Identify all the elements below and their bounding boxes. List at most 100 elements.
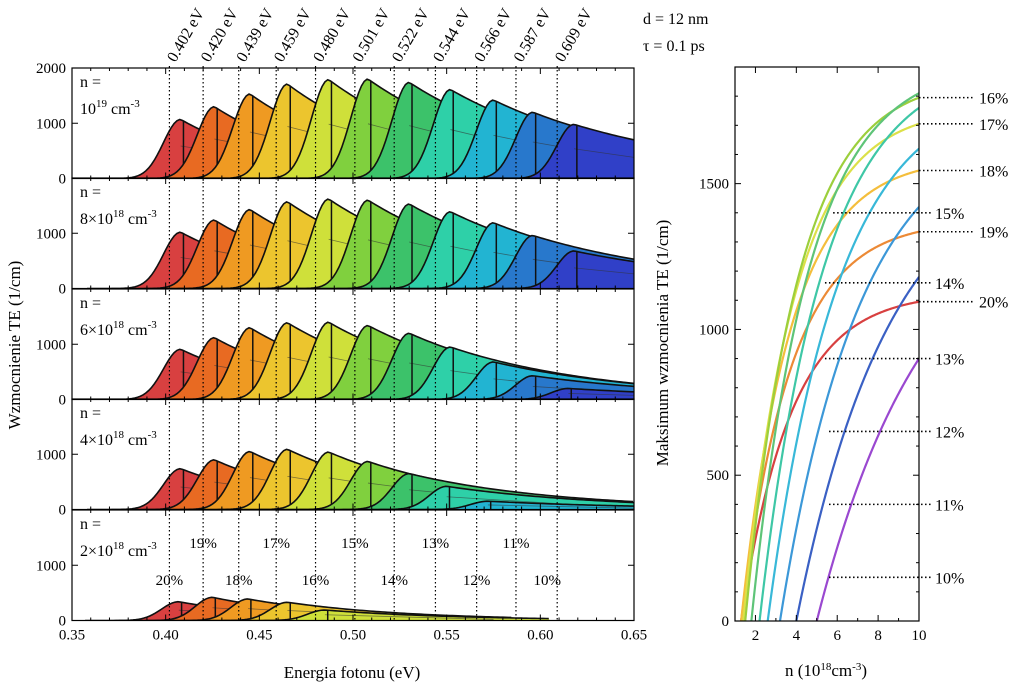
- density-exponent: 18: [113, 429, 125, 441]
- right-max-gain-curves: [740, 92, 919, 621]
- bandgap-label: 0.566 eV: [471, 5, 515, 65]
- gain-curve-8: [353, 485, 634, 510]
- right-x-axis-title: n (1018cm-3): [785, 661, 867, 680]
- right-y-tick-label: 0: [722, 614, 730, 630]
- gain-panel-5: [85, 596, 550, 621]
- right-curves: [740, 92, 919, 621]
- right-x-tick-label: 4: [793, 628, 801, 644]
- density-unit-exponent: -3: [148, 319, 158, 331]
- max-gain-curve-15pct: [750, 92, 919, 621]
- max-gain-curve-20pct: [740, 300, 919, 621]
- left-x-axis-title: Energia fotonu (eV): [284, 663, 421, 682]
- x-tick-label: 0.60: [527, 628, 553, 644]
- panel-label-n: n =: [80, 516, 101, 533]
- right-x-tick-label: 8: [874, 628, 882, 644]
- series-label: 14%: [935, 276, 964, 293]
- gain-shade-11: [568, 393, 634, 396]
- bandgap-label: 0.501 eV: [350, 5, 394, 65]
- max-gain-curve-14pct: [758, 106, 919, 621]
- y-tick-label: 1000: [36, 337, 66, 353]
- right-panel-frame: [734, 66, 920, 622]
- left-y-axis-title: Wzmocnienie TE (1/cm): [5, 261, 24, 430]
- right-x-tick-label: 2: [752, 628, 760, 644]
- gain-panel-4: [86, 448, 634, 510]
- panel-frame-5: [71, 509, 635, 622]
- panel-label-density: 4×1018 cm-3: [80, 429, 157, 449]
- indium-label: 16%: [302, 573, 330, 589]
- series-label: 20%: [979, 295, 1008, 312]
- density-exponent: 19: [96, 98, 108, 110]
- bandgap-label: 0.522 eV: [389, 5, 433, 65]
- bandgap-label: 0.587 eV: [511, 5, 555, 65]
- indium-label: 17%: [262, 536, 290, 552]
- bandgap-labels: 0.402 eV0.420 eV0.439 eV0.459 eV0.480 eV…: [164, 5, 596, 65]
- y-tick-label: 0: [59, 282, 67, 298]
- left-axis-ticks: 0 1000 2000 0 1000 0 1000 0 1000 0 1000 0.35 0.40 0.4…: [36, 61, 647, 644]
- panel-label-n: n =: [80, 405, 101, 422]
- bandgap-label: 0.480 eV: [310, 5, 354, 65]
- panel-label-density: 6×1018 cm-3: [80, 319, 157, 339]
- indium-label: 14%: [380, 573, 408, 589]
- y-tick-label: 2000: [36, 61, 66, 77]
- density-base: 10: [80, 101, 96, 118]
- density-unit: cm: [107, 101, 131, 118]
- max-gain-curve-11pct: [795, 276, 919, 621]
- series-label: 10%: [935, 570, 964, 587]
- gain-area-5: [231, 610, 550, 621]
- bandgap-label: 0.459 eV: [271, 5, 315, 65]
- max-gain-curve-12pct: [778, 206, 919, 621]
- y-tick-label: 0: [59, 503, 67, 519]
- right-x-tick-label: 6: [833, 628, 841, 644]
- right-axis-ticks: 0 500 1000 1500 2 4 6 8 10: [699, 67, 927, 644]
- y-tick-label: 0: [59, 393, 67, 409]
- indium-label: 18%: [225, 573, 253, 589]
- x-tick-label: 0.55: [434, 628, 460, 644]
- indium-label: 10%: [533, 573, 561, 589]
- bandgap-label: 0.544 eV: [430, 5, 474, 65]
- gain-area-11: [474, 388, 634, 400]
- density-base: 4×10: [80, 432, 113, 449]
- gain-shade-11: [573, 148, 634, 158]
- indium-label: 13%: [422, 536, 450, 552]
- y-tick-label: 1000: [36, 558, 66, 574]
- right-y-tick-label: 1000: [699, 322, 729, 338]
- x-tick-label: 0.65: [621, 628, 647, 644]
- gain-area-11: [480, 250, 634, 289]
- max-gain-curve-19pct: [740, 230, 919, 621]
- density-unit-exponent: -3: [148, 429, 158, 441]
- series-label: 19%: [979, 225, 1008, 242]
- right-y-axis-title: Maksimum wzmocnienia TE (1/cm): [653, 220, 672, 467]
- density-unit-exponent: -3: [131, 98, 141, 110]
- series-label: 16%: [979, 91, 1008, 108]
- panel-label-density: 1019 cm-3: [80, 98, 140, 118]
- density-base: 2×10: [80, 543, 113, 560]
- density-base: 6×10: [80, 322, 113, 339]
- gain-panel-1: [86, 78, 634, 179]
- gain-shade-11: [574, 267, 634, 275]
- density-unit: cm: [124, 432, 148, 449]
- left-gain-curves: [85, 78, 634, 621]
- series-label: 13%: [935, 352, 964, 369]
- indium-label: 12%: [463, 573, 491, 589]
- param-thickness: d = 12 nm: [643, 11, 709, 28]
- density-base: 8×10: [80, 211, 113, 228]
- gain-curve-5: [231, 609, 549, 621]
- panel-label-n: n =: [80, 184, 101, 201]
- gain-shade-9: [487, 504, 634, 509]
- param-tau: τ = 0.1 ps: [643, 38, 705, 55]
- panel-label-n: n =: [80, 74, 101, 91]
- series-label: 12%: [935, 424, 964, 441]
- density-unit: cm: [124, 543, 148, 560]
- density-exponent: 18: [113, 208, 125, 220]
- density-unit: cm: [124, 322, 148, 339]
- gain-curve-4: [193, 601, 512, 621]
- right-y-tick-label: 1500: [699, 177, 729, 193]
- density-unit: cm: [124, 211, 148, 228]
- panel-label-density: 2×1018 cm-3: [80, 540, 157, 560]
- indium-content-labels: 20% 19% 18% 17% 16% 15% 14% 13% 12% 11% 10%: [156, 536, 561, 589]
- bandgap-label: 0.609 eV: [552, 5, 596, 65]
- indium-label: 19%: [189, 536, 217, 552]
- x-tick-label: 0.40: [153, 628, 179, 644]
- gain-panel-2: [86, 198, 634, 289]
